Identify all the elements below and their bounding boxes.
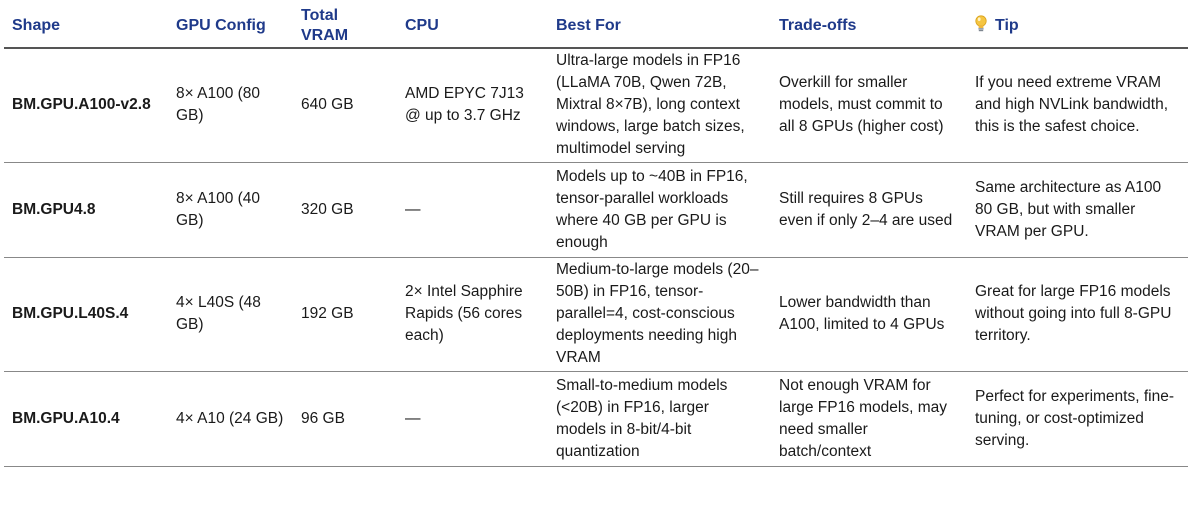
table-row: BM.GPU4.8 8× A100 (40 GB) 320 GB — Model… bbox=[4, 162, 1188, 258]
header-best-for: Best For bbox=[548, 0, 771, 49]
cell-tip: Same architecture as A100 80 GB, but wit… bbox=[967, 162, 1188, 258]
cell-gpu-config: 4× A10 (24 GB) bbox=[168, 371, 293, 467]
cell-cpu: 2× Intel Sapphire Rapids (56 cores each) bbox=[397, 257, 548, 372]
table-row: BM.GPU.L40S.4 4× L40S (48 GB) 192 GB 2× … bbox=[4, 257, 1188, 372]
cell-total-vram: 192 GB bbox=[293, 257, 397, 372]
cell-best-for: Ultra-large models in FP16 (LLaMA 70B, Q… bbox=[548, 48, 771, 163]
cell-tip: If you need extreme VRAM and high NVLink… bbox=[967, 48, 1188, 163]
table-row: BM.GPU.A100-v2.8 8× A100 (80 GB) 640 GB … bbox=[4, 48, 1188, 163]
cell-shape: BM.GPU.A100-v2.8 bbox=[4, 48, 168, 163]
cell-best-for: Small-to-medium models (<20B) in FP16, l… bbox=[548, 371, 771, 467]
header-tip-label: Tip bbox=[995, 17, 1019, 34]
cell-best-for: Medium-to-large models (20–50B) in FP16,… bbox=[548, 257, 771, 372]
cell-shape: BM.GPU.A10.4 bbox=[4, 371, 168, 467]
header-gpu-config: GPU Config bbox=[168, 0, 293, 49]
cell-trade-offs: Not enough VRAM for large FP16 models, m… bbox=[771, 371, 967, 467]
cell-trade-offs: Overkill for smaller models, must commit… bbox=[771, 48, 967, 163]
cell-gpu-config: 8× A100 (80 GB) bbox=[168, 48, 293, 163]
cell-total-vram: 96 GB bbox=[293, 371, 397, 467]
cell-best-for: Models up to ~40B in FP16, tensor-parall… bbox=[548, 162, 771, 258]
cell-cpu: — bbox=[397, 162, 548, 258]
cell-gpu-config: 8× A100 (40 GB) bbox=[168, 162, 293, 258]
cell-tip: Great for large FP16 models without goin… bbox=[967, 257, 1188, 372]
cell-trade-offs: Lower bandwidth than A100, limited to 4 … bbox=[771, 257, 967, 372]
table-row: BM.GPU.A10.4 4× A10 (24 GB) 96 GB — Smal… bbox=[4, 371, 1188, 467]
cell-gpu-config: 4× L40S (48 GB) bbox=[168, 257, 293, 372]
cell-cpu: — bbox=[397, 371, 548, 467]
cell-trade-offs: Still requires 8 GPUs even if only 2–4 a… bbox=[771, 162, 967, 258]
lightbulb-icon bbox=[975, 15, 987, 33]
gpu-shapes-table: Shape GPU Config Total VRAM CPU Best For… bbox=[4, 0, 1188, 467]
header-tip: Tip bbox=[967, 0, 1188, 49]
cell-total-vram: 640 GB bbox=[293, 48, 397, 163]
cell-total-vram: 320 GB bbox=[293, 162, 397, 258]
header-shape: Shape bbox=[4, 0, 168, 49]
header-total-vram: Total VRAM bbox=[293, 0, 397, 49]
cell-shape: BM.GPU.L40S.4 bbox=[4, 257, 168, 372]
cell-cpu: AMD EPYC 7J13 @ up to 3.7 GHz bbox=[397, 48, 548, 163]
table-header-row: Shape GPU Config Total VRAM CPU Best For… bbox=[4, 0, 1188, 49]
cell-tip: Perfect for experiments, fine-tuning, or… bbox=[967, 371, 1188, 467]
header-trade-offs: Trade-offs bbox=[771, 0, 967, 49]
cell-shape: BM.GPU4.8 bbox=[4, 162, 168, 258]
header-cpu: CPU bbox=[397, 0, 548, 49]
